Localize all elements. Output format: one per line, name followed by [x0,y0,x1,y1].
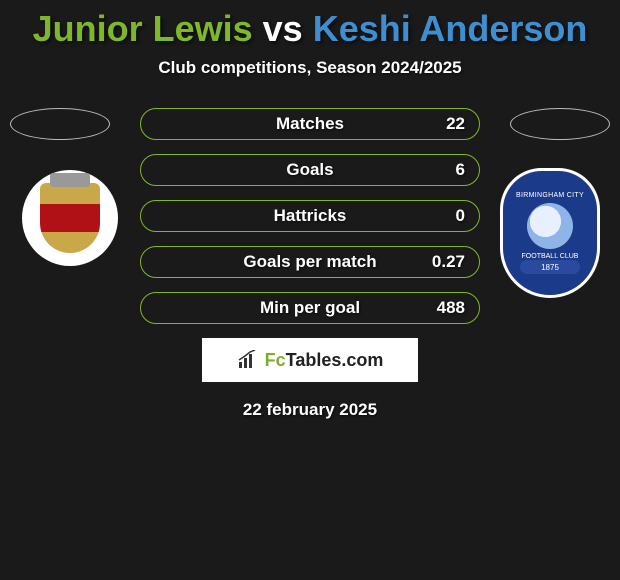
club-badge-left [22,170,118,266]
stat-label: Goals per match [141,252,479,272]
year-ribbon: 1875 [520,260,580,274]
credit-box: FcTables.com [202,338,418,382]
player1-photo-placeholder [10,108,110,140]
player2-name: Keshi Anderson [313,8,588,49]
date-text: 22 february 2025 [0,400,620,420]
stat-row: Hattricks 0 [140,200,480,232]
globe-icon [527,203,573,249]
player2-photo-placeholder [510,108,610,140]
stat-value: 6 [456,160,465,180]
vs-text: vs [263,8,303,49]
stat-row: Goals 6 [140,154,480,186]
birmingham-text-top: BIRMINGHAM CITY [516,192,584,199]
stat-label: Matches [141,114,479,134]
stat-value: 0 [456,206,465,226]
stat-label: Min per goal [141,298,479,318]
club-badge-right: BIRMINGHAM CITY FOOTBALL CLUB 1875 [500,168,600,298]
stat-value: 488 [437,298,465,318]
brand-prefix: Fc [265,350,286,370]
brand-suffix: Tables.com [286,350,384,370]
birmingham-text-mid: FOOTBALL CLUB [522,253,579,260]
founding-year: 1875 [541,263,559,272]
stat-row: Matches 22 [140,108,480,140]
stat-row: Goals per match 0.27 [140,246,480,278]
content-area: BIRMINGHAM CITY FOOTBALL CLUB 1875 Match… [0,108,620,420]
player1-name: Junior Lewis [33,8,253,49]
bar-chart-icon [237,350,261,370]
credit-text: FcTables.com [265,350,384,371]
comparison-title: Junior Lewis vs Keshi Anderson [0,0,620,50]
stats-list: Matches 22 Goals 6 Hattricks 0 Goals per… [140,108,480,324]
subtitle: Club competitions, Season 2024/2025 [0,58,620,78]
stat-row: Min per goal 488 [140,292,480,324]
stat-label: Hattricks [141,206,479,226]
stevenage-crest-icon [40,183,100,253]
stat-value: 0.27 [432,252,465,272]
stat-value: 22 [446,114,465,134]
stat-label: Goals [141,160,479,180]
